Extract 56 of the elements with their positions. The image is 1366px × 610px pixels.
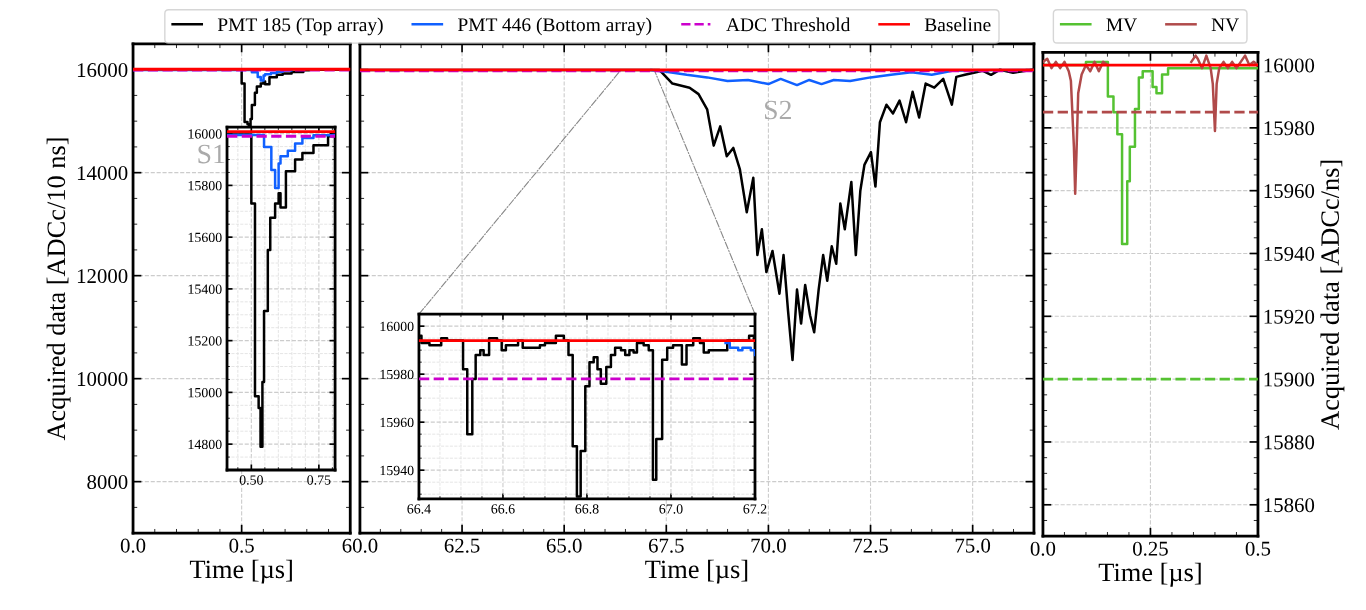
y2-tick-label: 15980 <box>1264 121 1315 136</box>
y2-tick-label: 15960 <box>1264 184 1315 199</box>
x-tick-label: 66.8 <box>575 504 599 514</box>
x-tick-label: 67.5 <box>648 538 684 553</box>
y2-tick-label: 16000 <box>1264 58 1315 73</box>
y-tick-label: 14000 <box>77 166 128 181</box>
legend-label: Baseline <box>924 17 991 32</box>
x-tick-label: 62.5 <box>444 538 480 553</box>
y-tick-label: 15800 <box>188 180 222 191</box>
y2-axis-title: Acquired data [ADCc/ns] <box>1320 160 1345 430</box>
y2-tick-label: 15940 <box>1264 246 1315 261</box>
x-tick-label: 72.5 <box>853 538 888 553</box>
y-tick-label: 15980 <box>380 369 414 380</box>
x-tick-label: 65.0 <box>546 538 582 553</box>
legend-label: ADC Threshold <box>726 17 851 32</box>
y2-tick-label: 15920 <box>1264 309 1315 324</box>
x-axis-title: Time [µs] <box>645 559 748 584</box>
x-tick-label: 0.0 <box>120 538 146 553</box>
legend-label: NV <box>1211 18 1239 32</box>
x-tick-label: 0.5 <box>1245 541 1271 556</box>
y-tick-label: 15600 <box>188 232 222 243</box>
y2-tick-label: 15900 <box>1264 372 1315 387</box>
y-tick-label: 15960 <box>380 417 414 428</box>
y-tick-label: 8000 <box>87 475 128 490</box>
y-tick-label: 16000 <box>77 63 128 78</box>
y-tick-label: 15400 <box>188 284 222 294</box>
x-tick-label: 60.0 <box>342 538 378 553</box>
y-tick-label: 15000 <box>188 387 222 398</box>
x-tick-label: 67.2 <box>743 504 767 514</box>
x-axis-title: Time [µs] <box>1098 562 1201 587</box>
y2-tick-label: 15860 <box>1264 498 1315 513</box>
y-tick-label: 10000 <box>77 372 128 387</box>
x-tick-label: 0.75 <box>307 475 331 485</box>
y-tick-label: 15940 <box>380 465 414 476</box>
y2-tick-label: 15880 <box>1264 435 1315 450</box>
x-tick-label: 0.5 <box>229 538 254 553</box>
x-tick-label: 0.25 <box>1133 541 1168 556</box>
legend-label: PMT 446 (Bottom array) <box>458 17 652 36</box>
legend-label: MV <box>1106 18 1137 32</box>
annotation: S1 <box>198 144 225 164</box>
y-axis-title: Acquired data [ADCc/10 ns] <box>46 138 71 441</box>
y-tick-label: 16000 <box>188 129 222 139</box>
x-tick-label: 66.6 <box>491 504 515 514</box>
x-tick-label: 0.50 <box>239 475 263 485</box>
y-tick-label: 12000 <box>77 269 128 284</box>
annotation: S2 <box>765 100 791 120</box>
y-tick-label: 16000 <box>380 321 414 332</box>
x-tick-label: 70.0 <box>751 538 786 553</box>
legend-label: PMT 185 (Top array) <box>217 17 383 36</box>
y-tick-label: 15200 <box>188 336 222 346</box>
x-tick-label: 67.0 <box>659 504 683 514</box>
x-tick-label: 66.4 <box>407 504 431 514</box>
x-tick-label: 0.0 <box>1030 541 1056 556</box>
x-tick-label: 75.0 <box>955 538 991 553</box>
x-axis-title: Time [µs] <box>189 559 292 584</box>
y-tick-label: 14800 <box>188 439 222 450</box>
